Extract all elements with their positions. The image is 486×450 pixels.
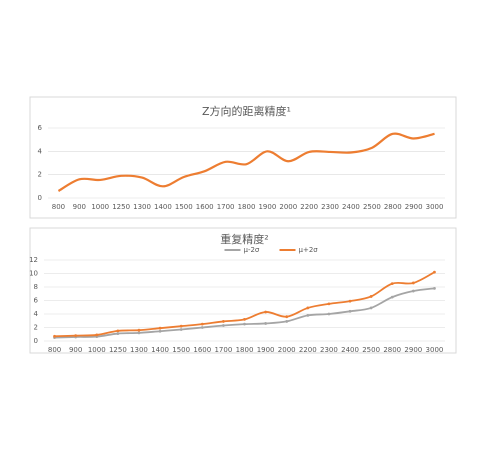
data-point [327, 302, 331, 306]
data-point [221, 320, 225, 323]
x-tick-label: 3000 [426, 346, 444, 354]
x-tick-label: 1900 [257, 346, 275, 354]
data-point [411, 289, 415, 293]
y-tick-label: 12 [29, 256, 38, 264]
x-tick-label: 1400 [151, 346, 169, 354]
x-tick-label: 1250 [109, 346, 127, 354]
data-point [264, 310, 268, 314]
data-point [390, 282, 394, 286]
y-tick-label: 2 [38, 171, 42, 179]
x-tick-label: 2200 [300, 203, 318, 211]
data-point [179, 328, 183, 331]
x-tick-label: 2300 [320, 346, 338, 354]
data-point [243, 318, 246, 321]
y-tick-label: 0 [34, 337, 38, 345]
data-point [348, 299, 352, 303]
x-tick-label: 2200 [299, 346, 317, 354]
x-tick-label: 900 [69, 346, 82, 354]
data-point [306, 313, 310, 317]
data-point [411, 281, 415, 285]
x-tick-label: 1500 [172, 346, 190, 354]
data-point [433, 270, 436, 274]
data-point [137, 331, 141, 335]
chart-title: 重复精度² [220, 232, 268, 246]
data-point [243, 322, 246, 326]
x-tick-label: 2400 [341, 346, 359, 354]
data-point [390, 295, 394, 299]
y-tick-label: 2 [34, 324, 38, 332]
data-point [285, 320, 289, 323]
data-point [348, 309, 352, 313]
x-tick-label: 1800 [238, 203, 256, 211]
y-tick-label: 10 [29, 270, 38, 278]
x-tick-label: 2500 [363, 203, 381, 211]
x-tick-label: 1300 [133, 203, 151, 211]
x-tick-label: 2500 [362, 346, 380, 354]
data-point [369, 295, 373, 298]
data-point [285, 315, 289, 319]
data-point [116, 332, 120, 335]
legend-label: μ+2σ [299, 246, 319, 254]
data-point [179, 324, 183, 328]
x-tick-label: 800 [48, 346, 61, 354]
data-point [306, 306, 310, 310]
data-point [74, 334, 78, 337]
chart-frame [29, 227, 457, 354]
data-point [137, 328, 141, 332]
x-tick-label: 1000 [88, 346, 106, 354]
x-tick-label: 1900 [258, 203, 276, 211]
x-tick-label: 1250 [112, 203, 130, 211]
x-tick-label: 3000 [426, 203, 444, 211]
data-point [200, 322, 204, 326]
x-tick-label: 2000 [279, 203, 297, 211]
y-tick-label: 6 [34, 297, 39, 305]
x-tick-label: 1700 [214, 346, 232, 354]
x-tick-label: 2800 [383, 346, 401, 354]
series-line [57, 132, 435, 192]
x-tick-label: 2000 [278, 346, 296, 354]
x-tick-label: 1600 [193, 346, 211, 354]
data-point [53, 334, 56, 338]
data-point [327, 312, 331, 316]
data-point [433, 286, 436, 290]
y-tick-label: 8 [34, 283, 38, 291]
data-point [116, 329, 120, 333]
data-point [158, 326, 162, 330]
x-tick-label: 1000 [91, 203, 109, 211]
x-tick-label: 2900 [405, 203, 423, 211]
x-tick-label: 900 [73, 203, 86, 211]
data-point [95, 333, 99, 337]
y-tick-label: 6 [38, 124, 43, 132]
x-tick-label: 1300 [130, 346, 148, 354]
x-tick-label: 2400 [342, 203, 360, 211]
x-tick-label: 1500 [175, 203, 193, 211]
x-tick-label: 2300 [321, 203, 339, 211]
y-tick-label: 4 [34, 310, 39, 318]
x-tick-label: 1800 [236, 346, 254, 354]
data-point [200, 326, 204, 329]
x-tick-label: 1400 [154, 203, 172, 211]
data-point [369, 306, 373, 310]
y-tick-label: 4 [38, 147, 43, 155]
x-tick-label: 1700 [217, 203, 235, 211]
x-tick-label: 800 [52, 203, 65, 211]
x-tick-label: 2800 [384, 203, 402, 211]
y-tick-label: 0 [38, 194, 42, 202]
chart-title: Z方向的距离精度¹ [202, 104, 291, 118]
data-point [221, 324, 225, 327]
legend-label: μ-2σ [244, 246, 260, 254]
data-point [264, 322, 268, 325]
x-tick-label: 1600 [196, 203, 214, 211]
x-tick-label: 2900 [404, 346, 422, 354]
data-point [158, 329, 162, 333]
